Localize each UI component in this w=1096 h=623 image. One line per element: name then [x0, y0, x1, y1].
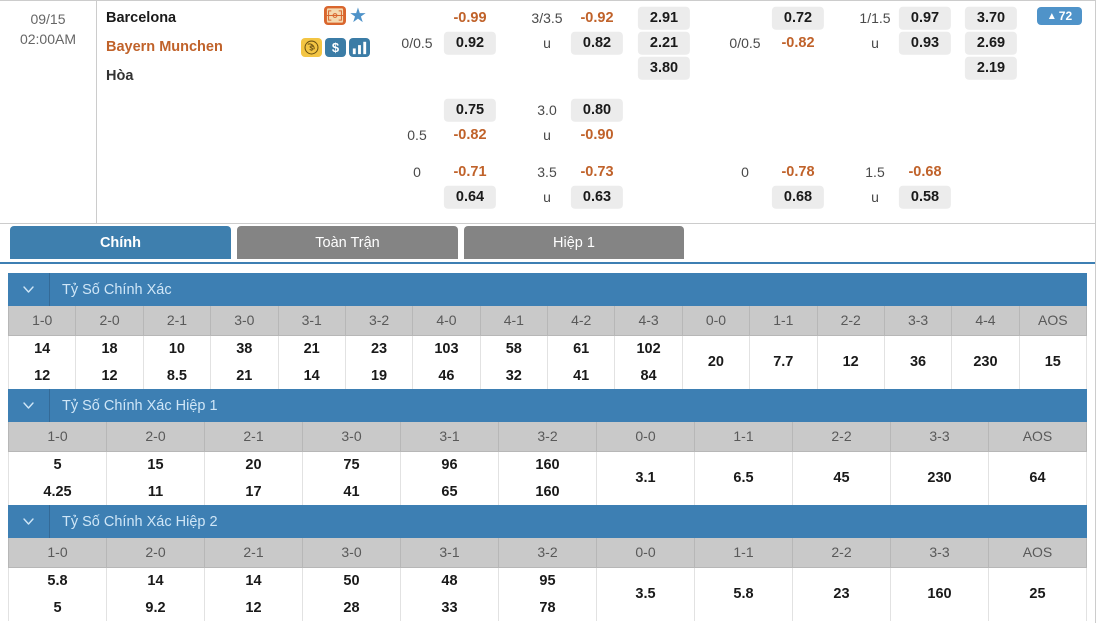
svg-text:$: $ — [309, 44, 314, 53]
